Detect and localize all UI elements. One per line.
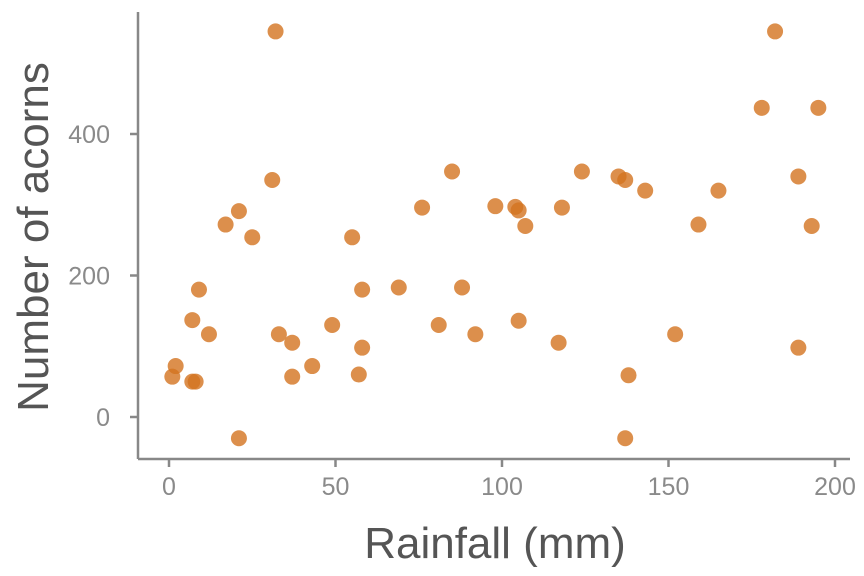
data-point bbox=[753, 99, 770, 116]
data-point bbox=[510, 312, 527, 329]
data-point bbox=[270, 326, 287, 343]
data-point bbox=[217, 216, 234, 233]
data-point bbox=[690, 216, 707, 233]
data-point bbox=[344, 229, 361, 246]
data-point bbox=[267, 23, 284, 40]
x-axis-title: Rainfall (mm) bbox=[364, 519, 626, 568]
x-tick-label: 50 bbox=[322, 473, 350, 501]
data-point bbox=[467, 326, 484, 343]
data-point bbox=[510, 202, 527, 219]
data-point bbox=[710, 182, 727, 199]
x-tick-label: 200 bbox=[814, 473, 856, 501]
data-point bbox=[230, 430, 247, 447]
data-point bbox=[200, 326, 217, 343]
data-point bbox=[284, 334, 301, 351]
data-point bbox=[350, 366, 367, 383]
data-point bbox=[187, 373, 204, 390]
y-ticks: 0 200 400 bbox=[68, 121, 138, 432]
data-point bbox=[810, 99, 827, 116]
data-point bbox=[803, 217, 820, 234]
points-layer bbox=[164, 23, 827, 447]
data-point bbox=[517, 217, 534, 234]
data-point bbox=[767, 23, 784, 40]
y-axis-title: Number of acorns bbox=[9, 62, 58, 412]
data-point bbox=[487, 198, 504, 215]
data-point bbox=[637, 182, 654, 199]
x-ticks: 0 50 100 150 200 bbox=[162, 459, 856, 501]
data-point bbox=[790, 339, 807, 356]
data-point bbox=[264, 171, 281, 188]
data-point bbox=[790, 168, 807, 185]
data-point bbox=[667, 326, 684, 343]
data-point bbox=[244, 229, 261, 246]
data-point bbox=[444, 163, 461, 180]
data-point bbox=[230, 203, 247, 220]
data-point bbox=[620, 367, 637, 384]
y-tick-label: 200 bbox=[68, 263, 110, 291]
data-point bbox=[284, 368, 301, 385]
data-point bbox=[617, 171, 634, 188]
data-point bbox=[390, 279, 407, 296]
y-tick-label: 0 bbox=[96, 404, 110, 432]
data-point bbox=[617, 430, 634, 447]
data-point bbox=[354, 339, 371, 356]
x-tick-label: 100 bbox=[481, 473, 523, 501]
data-point bbox=[324, 317, 341, 334]
y-tick-label: 400 bbox=[68, 121, 110, 149]
data-point bbox=[304, 358, 321, 375]
data-point bbox=[354, 281, 371, 298]
data-point bbox=[430, 317, 447, 334]
x-tick-label: 150 bbox=[648, 473, 690, 501]
data-point bbox=[167, 358, 184, 375]
data-point bbox=[573, 163, 590, 180]
data-point bbox=[454, 279, 471, 296]
data-point bbox=[550, 334, 567, 351]
data-point bbox=[190, 281, 207, 298]
x-tick-label: 0 bbox=[162, 473, 176, 501]
data-point bbox=[553, 199, 570, 216]
data-point bbox=[184, 312, 201, 329]
data-point bbox=[414, 199, 431, 216]
